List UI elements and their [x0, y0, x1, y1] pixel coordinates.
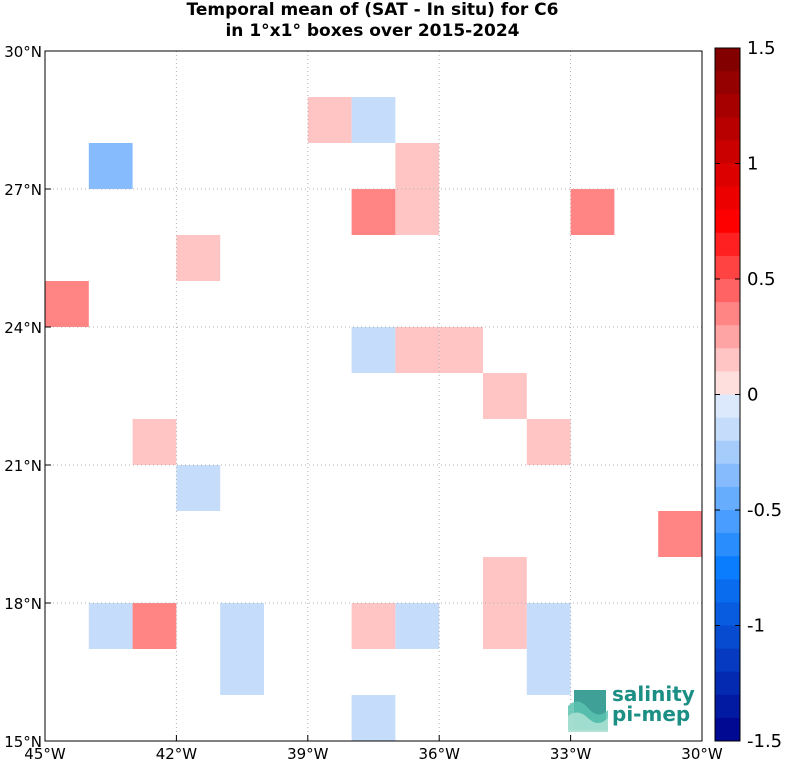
logo-text: salinity pi-mep — [612, 684, 695, 724]
colorbar — [714, 47, 741, 742]
map-cell — [88, 143, 133, 189]
map-cell — [45, 281, 89, 327]
colorbar-level — [715, 325, 740, 349]
colorbar-level — [715, 510, 740, 534]
y-tick-label: 21°N — [4, 457, 42, 475]
x-tick-label: 30°W — [681, 745, 723, 763]
y-tick-label: 24°N — [4, 319, 42, 337]
map-cell — [570, 189, 615, 235]
colorbar-tick-label: 0 — [747, 385, 758, 406]
colorbar-tick-label: 1 — [747, 154, 758, 175]
map-cell — [395, 603, 440, 649]
colorbar-level — [715, 556, 740, 580]
colorbar-level — [715, 625, 740, 650]
logo-line-1: salinity — [612, 682, 695, 706]
map-cell — [220, 603, 264, 649]
colorbar-level — [715, 48, 740, 72]
map-cell — [395, 189, 440, 235]
colorbar-level — [715, 186, 740, 211]
colorbar-level — [715, 163, 740, 188]
map-cell — [483, 373, 527, 419]
salinity-pi-mep-logo: salinity pi-mep — [566, 684, 696, 734]
colorbar-level — [715, 394, 740, 419]
map-cell — [526, 649, 571, 695]
colorbar-level — [715, 463, 740, 488]
x-tick-label: 33°W — [550, 745, 592, 763]
colorbar-level — [715, 140, 740, 164]
colorbar-level — [715, 602, 740, 626]
colorbar-level — [715, 302, 740, 326]
x-axis-ticks: 45°W 42°W 39°W 36°W 33°W 30°W — [24, 735, 723, 763]
map-cell — [351, 189, 396, 235]
colorbar-level — [715, 371, 740, 395]
colorbar-level — [715, 694, 740, 719]
map-cell — [307, 97, 352, 143]
x-tick-label: 45°W — [24, 745, 66, 763]
colorbar-level — [715, 94, 740, 118]
map-cell — [658, 511, 702, 557]
colorbar-tick-label: -1.5 — [747, 731, 782, 752]
map-frame — [44, 50, 703, 742]
colorbar-level — [715, 717, 740, 742]
map-cells — [45, 97, 702, 741]
y-tick-label: 15°N — [4, 733, 42, 751]
map-cell — [220, 649, 264, 695]
colorbar-level — [715, 348, 740, 372]
colorbar-level — [715, 440, 740, 465]
map-cell — [526, 419, 571, 465]
y-tick-label: 18°N — [4, 595, 42, 613]
map-cell — [88, 603, 133, 649]
colorbar-level — [715, 533, 740, 557]
map-cell — [351, 327, 396, 373]
x-tick-label: 39°W — [287, 745, 329, 763]
y-tick-label: 27°N — [4, 181, 42, 199]
map-cell — [351, 695, 396, 741]
colorbar-tick-label: -1 — [747, 616, 765, 637]
map-cell — [351, 603, 396, 649]
chart-title: Temporal mean of (SAT - In situ) for C6 … — [0, 0, 745, 42]
colorbar-level — [715, 671, 740, 696]
logo-line-2: pi-mep — [612, 702, 691, 726]
title-line-2: in 1°x1° boxes over 2015-2024 — [225, 21, 520, 41]
colorbar-level — [715, 648, 740, 673]
logo-wave-icon — [568, 690, 608, 732]
map-cell — [176, 465, 221, 511]
colorbar-ticks: 1.5 1 0.5 0 -0.5 -1 -1.5 — [715, 38, 782, 752]
map-cell — [132, 419, 177, 465]
map-cell — [176, 235, 221, 281]
colorbar-tick-label: 0.5 — [747, 269, 776, 290]
map-cell — [483, 557, 527, 603]
map-cell — [483, 603, 527, 649]
y-axis-ticks: 30°N 27°N 24°N 21°N 18°N 15°N — [4, 43, 51, 751]
map-cell — [526, 603, 571, 649]
map-cell — [395, 327, 440, 373]
colorbar-tick-label: -0.5 — [747, 500, 782, 521]
colorbar-level — [715, 117, 740, 141]
title-line-1: Temporal mean of (SAT - In situ) for C6 — [186, 0, 559, 20]
colorbar-level — [715, 232, 740, 257]
colorbar-level — [715, 417, 740, 442]
colorbar-level — [715, 209, 740, 234]
map-cell — [351, 97, 396, 143]
map-cell — [395, 143, 440, 189]
map-cell — [132, 603, 177, 649]
y-tick-label: 30°N — [4, 43, 42, 61]
colorbar-level — [715, 71, 740, 95]
colorbar-level — [715, 255, 740, 280]
colorbar-tick-label: 1.5 — [747, 38, 776, 59]
colorbar-level — [715, 279, 740, 303]
map-cell — [439, 327, 483, 373]
x-tick-label: 42°W — [156, 745, 198, 763]
x-tick-label: 36°W — [418, 745, 460, 763]
colorbar-level — [715, 579, 740, 603]
colorbar-level — [715, 486, 740, 511]
